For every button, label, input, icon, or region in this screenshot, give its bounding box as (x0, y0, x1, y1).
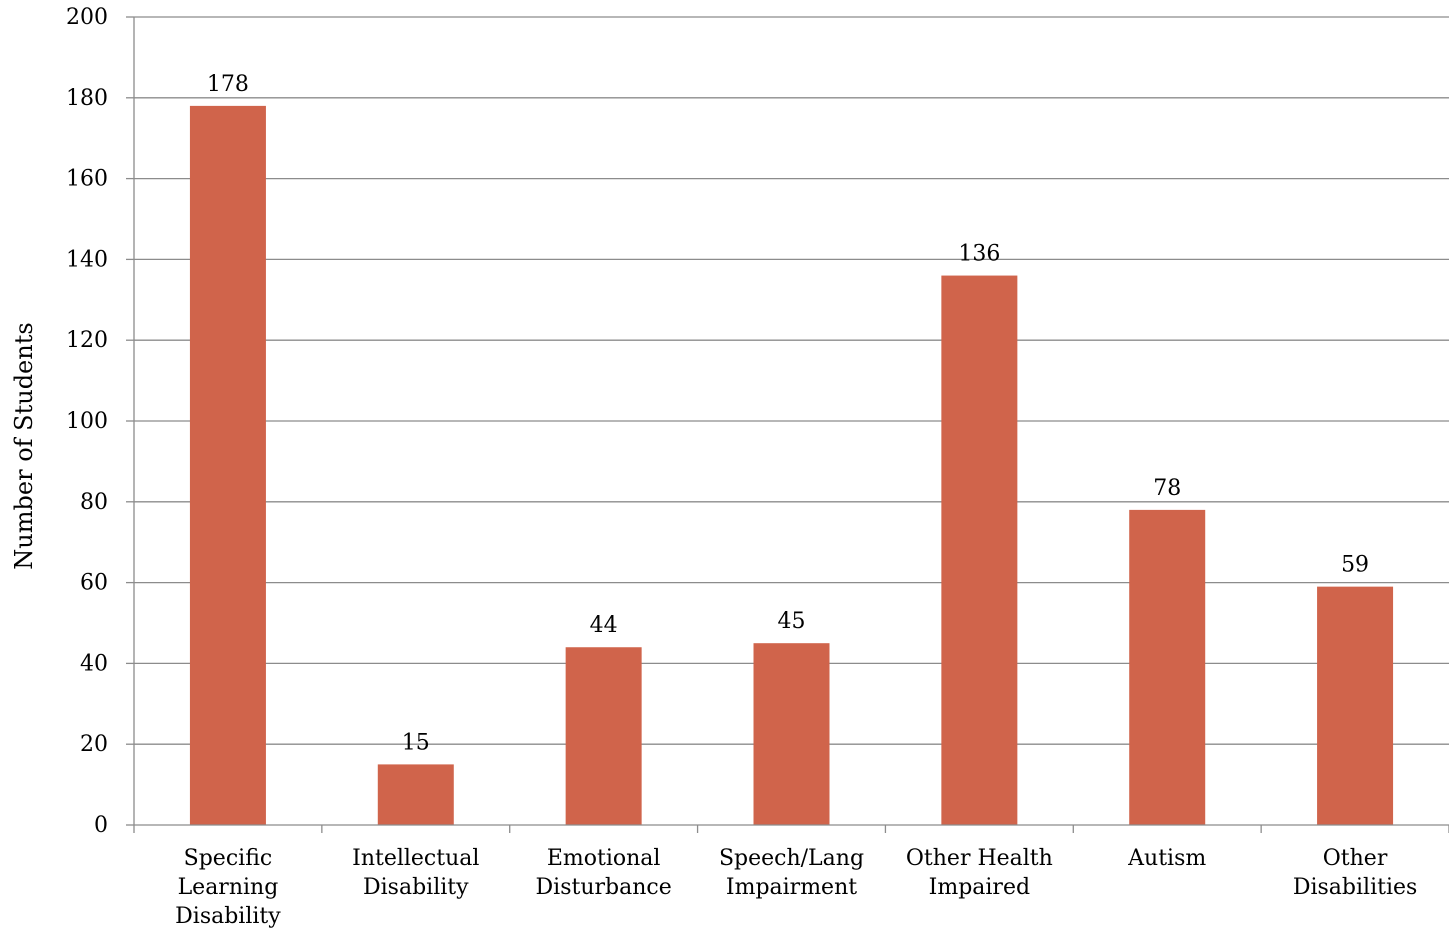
bar (189, 105, 266, 825)
x-category-label-line: Disturbance (536, 875, 672, 900)
data-label: 44 (590, 613, 618, 638)
x-category-label-line: Speech/Lang (719, 846, 864, 871)
x-category-label: Emotional Disturbance (536, 846, 672, 900)
x-category-label-line: Specific (184, 846, 273, 871)
y-tick-label: 40 (80, 651, 108, 676)
y-tick-label: 160 (66, 167, 108, 192)
y-axis-title: Number of Students (10, 322, 38, 569)
x-category-label-line: Other (1323, 846, 1388, 871)
data-label: 78 (1153, 476, 1181, 501)
axes (126, 16, 1449, 833)
bar (1129, 509, 1206, 825)
bar (753, 643, 830, 825)
x-category-label-line: Learning (178, 875, 279, 900)
y-tick-label: 120 (66, 328, 108, 353)
data-label: 45 (778, 609, 806, 634)
bar (377, 764, 454, 825)
labels: 0 20 40 60 80 100 120 140 160 180 200 178 Specific Le… (66, 5, 1417, 929)
x-category-label: Specific Learning Disability (175, 846, 281, 929)
x-category-label: Other Disabilities (1293, 846, 1417, 900)
x-category-label-line: Disability (363, 875, 469, 900)
y-tick-label: 60 (80, 571, 108, 596)
bar (565, 647, 642, 825)
x-category-label: Intellectual Disability (352, 846, 479, 900)
x-category-label-line: Disability (175, 904, 281, 929)
x-category-label-line: Emotional (547, 846, 661, 871)
x-category-label: Other Health Impaired (906, 846, 1053, 900)
data-label: 178 (207, 72, 249, 97)
x-category-label: Autism (1127, 846, 1206, 871)
data-label: 136 (958, 242, 1000, 267)
y-tick-label: 80 (80, 490, 108, 515)
x-category-label-line: Impaired (929, 875, 1030, 900)
y-tick-label: 180 (66, 86, 108, 111)
bar (1317, 586, 1394, 825)
x-category-label: Speech/Lang Impairment (719, 846, 864, 900)
y-tick-label: 20 (80, 732, 108, 757)
bar (941, 275, 1018, 825)
x-category-label-line: Intellectual (352, 846, 479, 871)
gridlines (134, 16, 1449, 745)
y-tick-label: 100 (66, 409, 108, 434)
x-category-label-line: Impairment (726, 875, 857, 900)
x-category-label-line: Disabilities (1293, 875, 1417, 900)
y-tick-label: 200 (66, 5, 108, 30)
data-label: 15 (402, 730, 430, 755)
y-tick-label: 0 (94, 813, 108, 838)
data-label: 59 (1341, 553, 1369, 578)
y-tick-label: 140 (66, 247, 108, 272)
x-category-label-line: Autism (1127, 846, 1206, 871)
x-category-label-line: Other Health (906, 846, 1053, 871)
bars (189, 105, 1394, 825)
